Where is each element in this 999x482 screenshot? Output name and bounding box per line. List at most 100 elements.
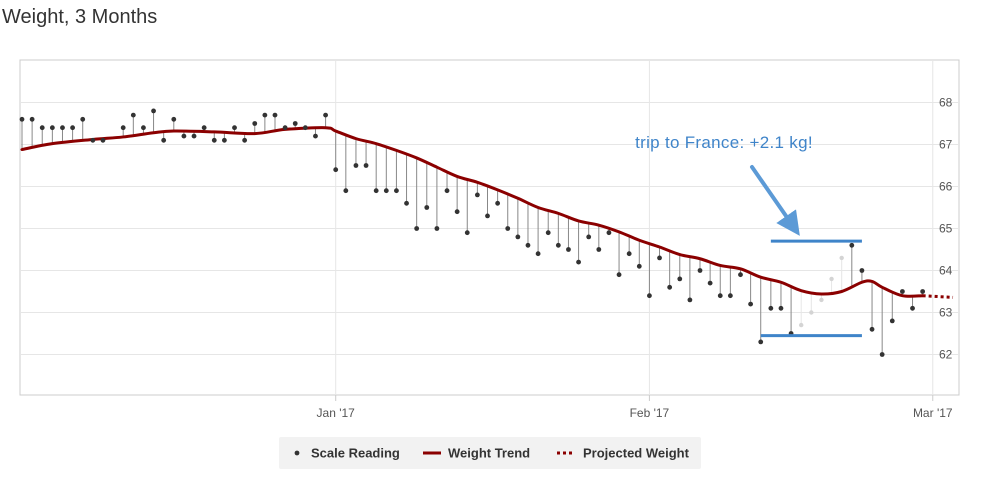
- scale-reading-point: [869, 326, 875, 332]
- y-tick-label: 62: [939, 348, 953, 362]
- scale-reading-point: [242, 137, 248, 143]
- axis-labels: 62 63 64 65 66 67 68 Jan '17 Feb '17 Mar '17: [317, 96, 953, 421]
- scale-reading-point: [879, 352, 885, 357]
- scale-reading-point-faded: [839, 255, 844, 261]
- scale-reading-point: [323, 112, 328, 118]
- scale-reading-point: [849, 242, 855, 248]
- scale-reading-point: [647, 293, 652, 299]
- scale-reading-point: [394, 188, 399, 194]
- scale-reading-point: [414, 226, 420, 231]
- drop-lines: [21, 110, 924, 355]
- scale-reading-point: [181, 133, 187, 139]
- scale-reading-point: [262, 112, 268, 118]
- scale-reading-point-faded: [799, 322, 804, 328]
- scale-reading-point: [353, 163, 359, 168]
- scale-reading-point: [606, 230, 612, 236]
- scale-reading-point: [707, 280, 713, 286]
- scale-reading-point: [900, 289, 905, 294]
- scale-reading-point: [626, 251, 632, 257]
- weight-chart: trip to France: +2.1 kg! 62 63 64 65 66 67 68 J…: [19, 59, 960, 469]
- grid-lines: [20, 60, 959, 395]
- scale-reading-point: [141, 125, 146, 131]
- scale-reading-point: [920, 289, 926, 294]
- scale-reading-point: [313, 133, 318, 139]
- scale-points: [19, 108, 926, 357]
- scale-reading-point: [727, 293, 733, 299]
- scale-reading-point: [495, 200, 501, 206]
- scale-reading-point: [889, 318, 895, 324]
- annotation-arrow: [750, 165, 800, 236]
- scale-reading-point: [201, 125, 207, 131]
- scale-reading-point: [738, 272, 743, 278]
- y-tick-label: 66: [939, 180, 953, 194]
- scale-reading-point: [39, 125, 45, 131]
- scale-reading-point: [555, 242, 561, 248]
- scale-reading-point: [910, 305, 915, 311]
- scale-reading-point: [80, 116, 86, 122]
- annotation-layer: trip to France: +2.1 kg!: [635, 133, 862, 338]
- scale-reading-point: [363, 163, 369, 168]
- x-tick-label: Jan '17: [317, 406, 356, 420]
- scale-reading-point: [474, 192, 480, 198]
- scale-reading-point: [596, 247, 602, 252]
- legend-item-dot[interactable]: Scale Reading: [294, 446, 400, 461]
- scale-reading-point: [687, 297, 693, 303]
- y-tick-label: 64: [939, 264, 953, 278]
- scale-reading-point: [211, 137, 217, 143]
- scale-reading-point: [161, 137, 167, 143]
- scale-reading-point: [485, 213, 490, 219]
- scale-reading-point: [515, 234, 521, 240]
- scale-reading-point: [859, 268, 865, 273]
- legend-label: Projected Weight: [583, 446, 690, 461]
- scale-reading-point: [464, 230, 470, 236]
- scale-reading-point: [90, 137, 96, 143]
- plot-frame: [19, 59, 960, 396]
- scale-reading-point: [373, 188, 379, 194]
- page-title: Weight, 3 Months: [2, 6, 158, 28]
- scale-reading-point: [454, 209, 460, 215]
- scale-reading-point: [70, 125, 75, 131]
- scale-reading-point: [444, 188, 450, 194]
- scale-reading-point: [677, 276, 683, 282]
- legend-dot-icon: [294, 450, 300, 456]
- scale-reading-point: [404, 200, 409, 206]
- legend-item-dotted-line[interactable]: Projected Weight: [557, 446, 690, 461]
- scale-reading-point: [120, 125, 126, 131]
- scale-reading-point: [333, 167, 339, 173]
- scale-reading-point: [100, 137, 106, 143]
- scale-reading-point: [151, 108, 156, 114]
- scale-reading-point: [49, 125, 55, 131]
- annotation-text: trip to France: +2.1 kg!: [635, 133, 813, 152]
- scale-reading-point: [302, 125, 308, 131]
- y-tick-label: 67: [939, 138, 953, 152]
- scale-reading-point: [758, 339, 764, 345]
- scale-reading-point: [505, 226, 511, 231]
- scale-reading-point: [60, 125, 65, 131]
- scale-reading-point: [29, 116, 35, 122]
- y-tick-label: 63: [939, 306, 953, 320]
- scale-reading-point: [282, 125, 288, 131]
- scale-reading-point: [171, 116, 177, 122]
- scale-reading-point: [383, 188, 389, 194]
- scale-reading-point: [19, 116, 25, 122]
- projected-weight-line: [922, 294, 954, 299]
- y-tick-label: 65: [939, 222, 953, 236]
- scale-reading-point: [434, 226, 440, 231]
- legend-item-line[interactable]: Weight Trend: [423, 446, 530, 461]
- scale-reading-point: [545, 230, 551, 236]
- scale-reading-point: [535, 251, 541, 257]
- scale-reading-point: [768, 305, 774, 311]
- scale-reading-point: [636, 263, 642, 269]
- x-tick-label: Feb '17: [630, 406, 670, 420]
- legend[interactable]: Scale Reading Weight Trend Projected Weigh…: [279, 437, 701, 469]
- scale-reading-point-faded: [809, 310, 814, 315]
- trend-layer: [20, 126, 954, 299]
- x-tick-label: Mar '17: [913, 406, 953, 420]
- scale-reading-point: [272, 112, 278, 118]
- weight-trend-line: [20, 126, 925, 298]
- scale-reading-point: [717, 293, 723, 299]
- scale-reading-point: [191, 133, 197, 139]
- scale-reading-point-faded: [829, 276, 834, 282]
- legend-label: Scale Reading: [311, 446, 400, 461]
- scale-reading-point: [616, 272, 622, 278]
